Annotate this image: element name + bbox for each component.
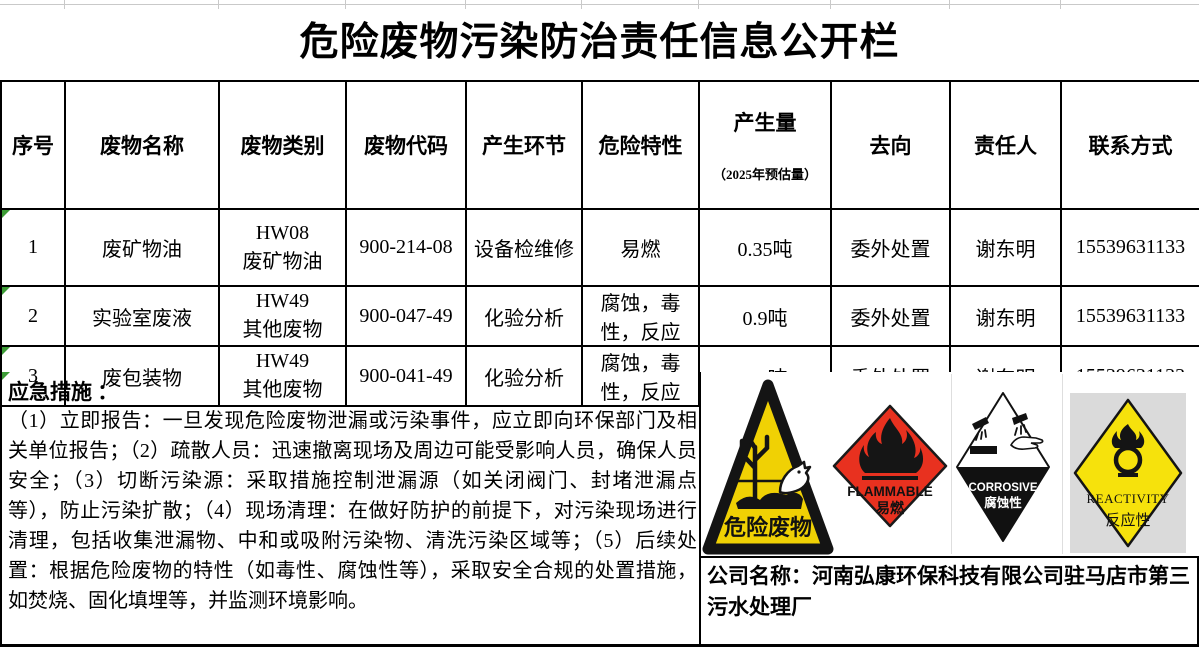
cell-waste-code: 900-047-49 (345, 285, 467, 347)
reactivity-sign-label-zh: 反应性 (1105, 511, 1150, 529)
cell-waste-name: 废包装物 (64, 345, 220, 407)
cell-waste-category: HW49 其他废物 (218, 345, 347, 407)
grid-stub (830, 0, 831, 9)
corrosive-sign-label-en: CORROSIVE (968, 482, 1037, 494)
col-header-waste-code: 废物代码 (345, 80, 467, 210)
col-header-generation-stage: 产生环节 (465, 80, 583, 210)
col-header-responsible-person: 责任人 (949, 80, 1062, 210)
quantity-header-main: 产生量 (733, 111, 797, 135)
grid-stub (345, 0, 346, 9)
grid-hairline (951, 374, 952, 554)
grid-stub (1060, 0, 1061, 9)
cell-waste-name: 实验室废液 (64, 285, 220, 347)
grid-stub (581, 0, 582, 9)
cell-hazard-property: 腐蚀，毒性，反应 (581, 345, 700, 407)
col-header-waste-name: 废物名称 (64, 80, 220, 210)
emergency-measures-cell: 应急措施 ： （1）立即报告：一旦发现危险废物泄漏或污染事件，应立即向环保部门及… (2, 372, 701, 644)
corrosive-sign-label-zh: 腐蚀性 (984, 495, 1022, 510)
flammable-sign-label-zh: 易燃 (876, 500, 905, 516)
top-gridline (0, 4, 1199, 5)
reactivity-sign-icon: REACTIVITY 反应性 (1073, 398, 1183, 548)
grid-stub (949, 0, 950, 9)
grid-hairline (1062, 374, 1063, 554)
cell-waste-code: 900-041-49 (345, 345, 467, 407)
cell-waste-category: HW08 废矿物油 (218, 208, 347, 287)
cell-responsible-person: 谢东明 (949, 285, 1062, 347)
cell-destination: 委外处置 (830, 285, 951, 347)
grid-stub (465, 0, 466, 9)
col-header-destination: 去向 (830, 80, 951, 210)
grid-stub (218, 0, 219, 9)
cell-destination: 委外处置 (830, 208, 951, 287)
cell-quantity: 0.9吨 (698, 285, 832, 347)
page-title: 危险废物污染防治责任信息公开栏 (299, 21, 900, 64)
emergency-measures-label: 应急措施 ： (8, 380, 119, 404)
cell-generation-stage: 设备检维修 (465, 208, 583, 287)
cell-responsible-person: 谢东明 (949, 208, 1062, 287)
quantity-header-sub: （2025年预估量） (712, 167, 817, 182)
grid-stub (698, 0, 699, 9)
cell-hazard-property: 腐蚀，毒性，反应 (581, 285, 700, 347)
waste-table: 序号 废物名称 废物类别 废物代码 产生环节 危险特性 产生量 （2025年预估… (0, 80, 1199, 407)
hazardous-waste-sign-label: 危险废物 (724, 515, 812, 540)
flammable-sign-icon: FLAMMABLE 易燃 (832, 404, 948, 528)
col-header-waste-category: 废物类别 (218, 80, 347, 210)
cell-hazard-property: 易燃 (581, 208, 700, 287)
col-header-index: 序号 (0, 80, 66, 210)
cell-waste-name: 废矿物油 (64, 208, 220, 287)
cell-contact: 15539631133 (1060, 285, 1199, 347)
cell-generation-stage: 化验分析 (465, 285, 583, 347)
cell-waste-code: 900-214-08 (345, 208, 467, 287)
col-header-quantity: 产生量 （2025年预估量） (698, 80, 832, 210)
cell-quantity: 0.35吨 (698, 208, 832, 287)
table-header-row: 序号 废物名称 废物类别 废物代码 产生环节 危险特性 产生量 （2025年预估… (0, 80, 1199, 210)
table-row: 2 实验室废液 HW49 其他废物 900-047-49 化验分析 腐蚀，毒性，… (0, 285, 1199, 347)
cell-waste-category: HW49 其他废物 (218, 285, 347, 347)
reactivity-sign-label-en: REACTIVITY (1087, 491, 1170, 506)
company-name: 公司名称：河南弘康环保科技有限公司驻马店市第三污水处理厂 (701, 556, 1199, 644)
col-header-contact: 联系方式 (1060, 80, 1199, 210)
cell-index: 2 (0, 285, 66, 347)
hazardous-waste-sign-icon: 危险废物 (702, 379, 834, 555)
cell-contact: 15539631133 (1060, 208, 1199, 287)
cell-index: 1 (0, 208, 66, 287)
cell-generation-stage: 化验分析 (465, 345, 583, 407)
grid-stub (64, 0, 65, 9)
col-header-hazard-property: 危险特性 (581, 80, 700, 210)
flammable-sign-label-en: FLAMMABLE (847, 484, 932, 499)
emergency-measures-text: （1）立即报告：一旦发现危险废物泄漏或污染事件，应立即向环保部门及相关单位报告；… (8, 410, 697, 612)
table-row: 1 废矿物油 HW08 废矿物油 900-214-08 设备检维修 易燃 0.3… (0, 208, 1199, 287)
corrosive-sign-icon: CORROSIVE 腐蚀性 (956, 392, 1050, 542)
